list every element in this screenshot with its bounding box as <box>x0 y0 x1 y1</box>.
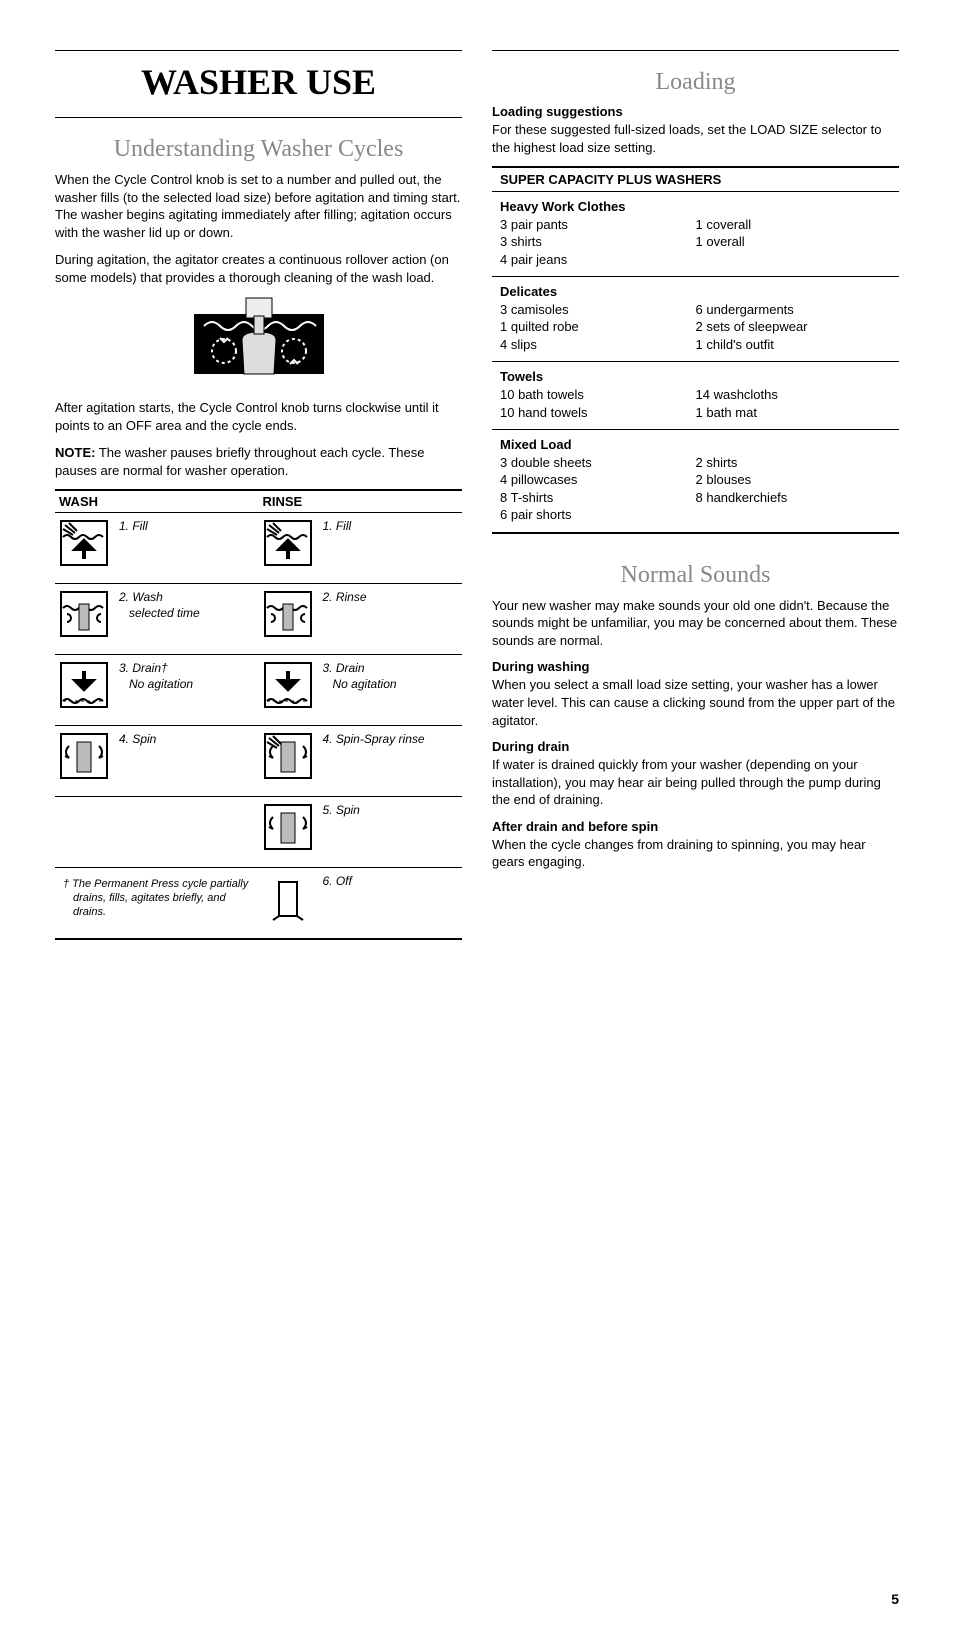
load-group: Heavy Work Clothes3 pair pants3 shirts4 … <box>492 192 899 277</box>
load-item: 2 blouses <box>696 471 892 489</box>
load-item: 6 undergarments <box>696 301 892 319</box>
cycle-row-1: 1. Fill 1. Fill <box>55 513 462 584</box>
load-item: 1 bath mat <box>696 404 892 422</box>
load-item: 1 child's outfit <box>696 336 892 354</box>
load-item: 3 shirts <box>500 233 696 251</box>
agitate-icon <box>263 590 313 638</box>
fill-icon <box>263 519 313 567</box>
cycle-row-4: 4. Spin 4. Spin-Spray rinse <box>55 726 462 797</box>
off-icon <box>263 874 313 922</box>
load-group-title: Mixed Load <box>500 436 696 454</box>
load-group-title: Delicates <box>500 283 696 301</box>
cycle-row-5: 5. Spin <box>55 797 462 868</box>
load-group: Delicates3 camisoles1 quilted robe4 slip… <box>492 277 899 362</box>
spin-icon <box>59 732 109 780</box>
load-item: 10 hand towels <box>500 404 696 422</box>
section-loading: Loading <box>492 69 899 96</box>
sounds-text: When you select a small load size settin… <box>492 676 899 729</box>
fill-icon <box>59 519 109 567</box>
main-title: WASHER USE <box>55 50 462 118</box>
right-column: Loading Loading suggestions For these su… <box>492 50 899 1607</box>
loading-text: For these suggested full-sized loads, se… <box>492 121 899 156</box>
sounds-text: If water is drained quickly from your wa… <box>492 756 899 809</box>
sounds-heading: During drain <box>492 739 899 754</box>
load-group: Towels10 bath towels10 hand towels 14 wa… <box>492 362 899 430</box>
load-item: 8 T-shirts <box>500 489 696 507</box>
load-table-header: SUPER CAPACITY PLUS WASHERS <box>492 166 899 192</box>
load-group-title: Towels <box>500 368 696 386</box>
load-item: 1 quilted robe <box>500 318 696 336</box>
para3: After agitation starts, the Cycle Contro… <box>55 399 462 434</box>
para2: During agitation, the agitator creates a… <box>55 251 462 286</box>
load-item: 10 bath towels <box>500 386 696 404</box>
cycle-row-3: 3. Drain†No agitation 3. DrainNo agitati… <box>55 655 462 726</box>
left-column: WASHER USE Understanding Washer Cycles W… <box>55 50 462 1607</box>
drain-icon <box>263 661 313 709</box>
wash-header: WASH <box>55 491 259 512</box>
load-item: 1 overall <box>696 233 892 251</box>
spin-icon <box>263 803 313 851</box>
para1: When the Cycle Control knob is set to a … <box>55 171 462 241</box>
load-item: 3 pair pants <box>500 216 696 234</box>
load-group: Mixed Load3 double sheets4 pillowcases8 … <box>492 430 899 534</box>
load-item: 4 pillowcases <box>500 471 696 489</box>
section-understanding: Understanding Washer Cycles <box>55 136 462 163</box>
footnote: † The Permanent Press cycle partially dr… <box>59 874 255 919</box>
spin-spray-icon <box>263 732 313 780</box>
note: NOTE: The washer pauses briefly througho… <box>55 444 462 479</box>
load-item: 14 washcloths <box>696 386 892 404</box>
section-sounds: Normal Sounds <box>492 562 899 589</box>
agitate-icon <box>59 590 109 638</box>
load-item: 6 pair shorts <box>500 506 696 524</box>
load-item: 8 handkerchiefs <box>696 489 892 507</box>
load-item: 3 camisoles <box>500 301 696 319</box>
sounds-intro: Your new washer may make sounds your old… <box>492 597 899 650</box>
load-item: 3 double sheets <box>500 454 696 472</box>
cycle-row-6: † The Permanent Press cycle partially dr… <box>55 868 462 940</box>
cycle-headers: WASH RINSE <box>55 489 462 513</box>
load-item: 2 shirts <box>696 454 892 472</box>
load-item: 1 coverall <box>696 216 892 234</box>
load-item: 2 sets of sleepwear <box>696 318 892 336</box>
load-group-title: Heavy Work Clothes <box>500 198 696 216</box>
load-item: 4 pair jeans <box>500 251 696 269</box>
page-number: 5 <box>492 1591 899 1607</box>
sounds-heading: After drain and before spin <box>492 819 899 834</box>
sounds-text: When the cycle changes from draining to … <box>492 836 899 871</box>
agitator-illustration <box>55 296 462 389</box>
cycle-row-2: 2. Washselected time 2. Rinse <box>55 584 462 655</box>
loading-sub: Loading suggestions <box>492 104 899 119</box>
load-item: 4 slips <box>500 336 696 354</box>
drain-icon <box>59 661 109 709</box>
rinse-header: RINSE <box>259 491 463 512</box>
sounds-heading: During washing <box>492 659 899 674</box>
